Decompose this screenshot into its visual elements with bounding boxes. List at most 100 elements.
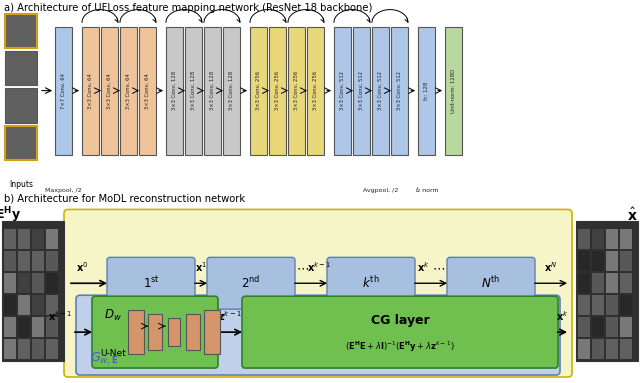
Text: $\mathbf{z}^{k-1}$: $\mathbf{z}^{k-1}$ <box>218 309 242 323</box>
Text: 3×3 Conv, 512: 3×3 Conv, 512 <box>359 71 364 110</box>
Bar <box>4 251 16 271</box>
Bar <box>578 251 590 271</box>
Bar <box>592 339 604 359</box>
Bar <box>32 251 44 271</box>
Bar <box>592 229 604 249</box>
Bar <box>46 295 58 315</box>
Polygon shape <box>311 299 431 306</box>
Bar <box>2 221 64 361</box>
Bar <box>353 27 370 155</box>
Bar <box>223 27 240 155</box>
Bar <box>620 339 632 359</box>
Bar <box>391 27 408 155</box>
Bar <box>18 339 30 359</box>
Bar <box>606 339 618 359</box>
Bar <box>5 51 37 85</box>
Bar <box>204 310 220 354</box>
Text: 3×3 Conv, 64: 3×3 Conv, 64 <box>107 73 112 108</box>
Text: 3×3 Conv, 128: 3×3 Conv, 128 <box>191 71 196 110</box>
Bar <box>606 229 618 249</box>
Bar <box>32 295 44 315</box>
Text: 3×3 Conv, 64: 3×3 Conv, 64 <box>88 73 93 108</box>
Bar <box>46 339 58 359</box>
Text: a) Architecture of UFLoss feature mapping network (ResNet 18 backbone): a) Architecture of UFLoss feature mappin… <box>4 3 372 13</box>
Text: 3×3 Conv, 128: 3×3 Conv, 128 <box>172 71 177 110</box>
Text: $\mathbf{E}^\mathbf{H}\mathbf{y}$: $\mathbf{E}^\mathbf{H}\mathbf{y}$ <box>0 206 21 225</box>
Text: $\mathbf{x}^k$: $\mathbf{x}^k$ <box>556 309 569 323</box>
Bar <box>4 317 16 337</box>
Bar <box>592 251 604 271</box>
Text: 2$^{\rm nd}$: 2$^{\rm nd}$ <box>241 275 260 291</box>
Text: 7×7 Conv, 64: 7×7 Conv, 64 <box>61 73 66 109</box>
Text: 3×3 Conv, 256: 3×3 Conv, 256 <box>275 71 280 110</box>
FancyBboxPatch shape <box>447 257 535 309</box>
Bar <box>55 27 72 155</box>
Bar <box>418 27 435 155</box>
Bar <box>18 295 30 315</box>
FancyBboxPatch shape <box>64 210 572 377</box>
Text: 1$^{\rm st}$: 1$^{\rm st}$ <box>143 275 159 291</box>
FancyBboxPatch shape <box>207 257 295 309</box>
Bar <box>168 318 180 346</box>
Bar <box>120 27 137 155</box>
FancyBboxPatch shape <box>327 257 415 309</box>
Bar <box>307 27 324 155</box>
Bar <box>606 251 618 271</box>
Bar <box>578 273 590 293</box>
Text: U-Net: U-Net <box>100 349 126 358</box>
Text: b) Architecture for MoDL reconstruction network: b) Architecture for MoDL reconstruction … <box>4 193 245 203</box>
Text: $(\mathbf{E}^\mathbf{H}\mathbf{E}+\lambda\mathbf{I})^{-1}(\mathbf{E}^\mathbf{H}\: $(\mathbf{E}^\mathbf{H}\mathbf{E}+\lambd… <box>345 339 455 354</box>
Text: $\cdots$: $\cdots$ <box>433 261 445 274</box>
FancyBboxPatch shape <box>107 257 195 309</box>
Text: CG layer: CG layer <box>371 314 429 327</box>
Bar <box>445 27 462 155</box>
Text: $k^{\rm th}$: $k^{\rm th}$ <box>362 275 380 291</box>
Bar <box>82 27 99 155</box>
Bar <box>620 295 632 315</box>
Bar <box>5 14 37 48</box>
Text: ℓ₂ norm: ℓ₂ norm <box>415 188 438 193</box>
Bar <box>5 126 37 160</box>
Bar <box>128 310 144 354</box>
Bar <box>620 317 632 337</box>
Text: 3×3 Conv, 128: 3×3 Conv, 128 <box>210 71 215 110</box>
Text: Unit-norm: 128D: Unit-norm: 128D <box>451 69 456 113</box>
Bar <box>606 317 618 337</box>
Text: $\hat{\mathbf{x}}$: $\hat{\mathbf{x}}$ <box>627 207 637 224</box>
Bar <box>46 273 58 293</box>
Bar <box>32 317 44 337</box>
FancyBboxPatch shape <box>92 296 218 368</box>
Text: Inputs: Inputs <box>9 180 33 189</box>
Text: $\mathbf{x}^N$: $\mathbf{x}^N$ <box>545 260 557 274</box>
Text: $\mathbf{x}^0$: $\mathbf{x}^0$ <box>76 260 88 274</box>
Text: fc: 128: fc: 128 <box>424 82 429 100</box>
Text: $\mathbf{x}^{k-1}$: $\mathbf{x}^{k-1}$ <box>307 260 331 274</box>
Bar <box>578 295 590 315</box>
Text: $\cdots$: $\cdots$ <box>296 261 310 274</box>
Bar <box>148 314 162 350</box>
Bar <box>46 251 58 271</box>
Bar <box>32 273 44 293</box>
Bar <box>46 229 58 249</box>
Bar <box>185 27 202 155</box>
Bar <box>166 27 183 155</box>
Bar <box>139 27 156 155</box>
Bar <box>269 27 286 155</box>
Text: 3×3 Conv, 128: 3×3 Conv, 128 <box>229 71 234 110</box>
Text: 3×3 Conv, 256: 3×3 Conv, 256 <box>256 71 261 110</box>
Text: $D_w$: $D_w$ <box>104 308 122 323</box>
Text: $\mathbf{x}^k$: $\mathbf{x}^k$ <box>417 260 429 274</box>
Text: $G_{w,\mathbf{E}}$: $G_{w,\mathbf{E}}$ <box>90 351 118 367</box>
Bar <box>606 273 618 293</box>
FancyBboxPatch shape <box>76 295 560 375</box>
Bar <box>18 273 30 293</box>
Text: $N^{\rm th}$: $N^{\rm th}$ <box>481 275 500 291</box>
Bar <box>592 317 604 337</box>
Bar <box>334 27 351 155</box>
Bar <box>46 317 58 337</box>
Bar <box>4 273 16 293</box>
Text: 3×3 Conv, 512: 3×3 Conv, 512 <box>340 71 345 110</box>
Bar <box>4 339 16 359</box>
Bar <box>606 295 618 315</box>
Text: 3×3 Conv, 64: 3×3 Conv, 64 <box>126 73 131 108</box>
